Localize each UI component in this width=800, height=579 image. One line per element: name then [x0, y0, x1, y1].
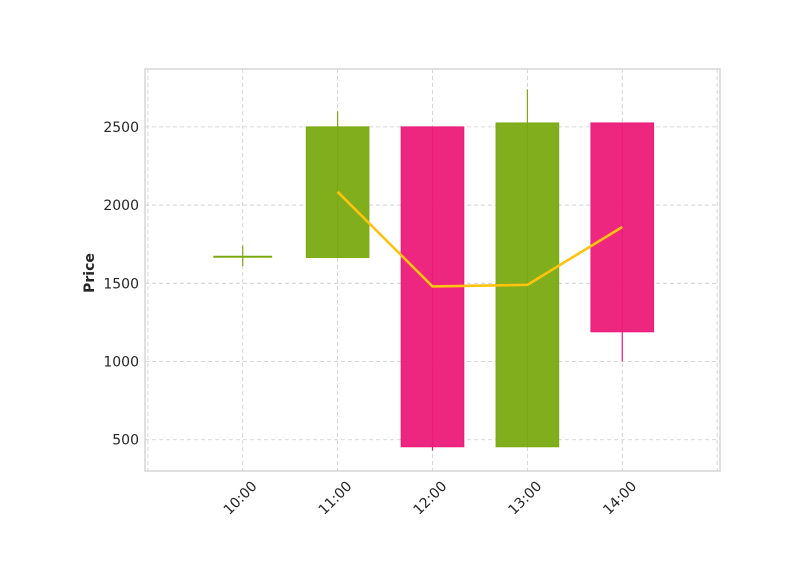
y-tick-label: 2500: [103, 120, 139, 136]
x-tick-label: 10:00: [221, 479, 261, 519]
y-tick-label: 500: [112, 433, 139, 449]
y-tick-label: 2000: [103, 198, 139, 214]
y-tick-label: 1000: [103, 355, 139, 371]
x-tick-label: 13:00: [505, 479, 545, 519]
plot-frame: [144, 68, 721, 472]
x-tick-label: 14:00: [600, 479, 640, 519]
line-series: [336, 190, 623, 288]
x-tick-labels: 10:00 11:00 12:00 13:00 14:00: [221, 479, 640, 519]
y-tick-labels: 500 1000 1500 2000 2500: [103, 120, 139, 449]
y-axis-label: Price: [82, 253, 98, 293]
line-layer: [336, 190, 623, 288]
x-tick-label: 12:00: [410, 479, 450, 519]
y-tick-label: 1500: [103, 276, 139, 292]
candle-layer: [213, 89, 655, 451]
x-tick-label: 11:00: [316, 479, 356, 519]
